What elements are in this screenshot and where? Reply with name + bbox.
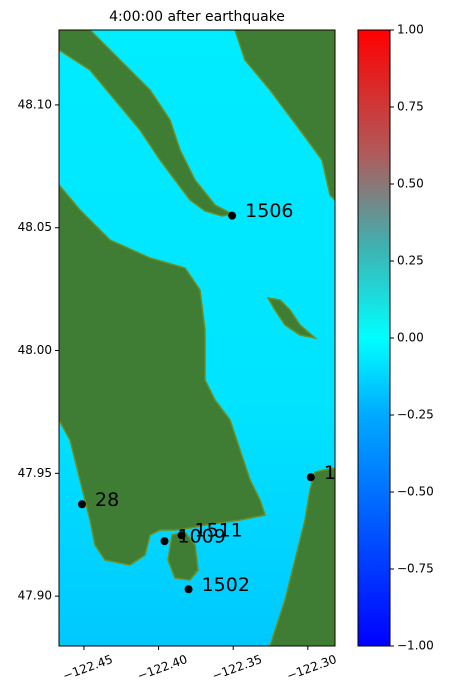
- x-tick-label: −122.45: [61, 652, 115, 683]
- x-tick-label: −122.35: [210, 652, 264, 683]
- land: [167, 531, 199, 581]
- y-tick-label: 48.10: [18, 97, 52, 111]
- land: [266, 296, 318, 340]
- x-tick-label: −122.40: [136, 652, 190, 683]
- gauge-point: [306, 473, 315, 482]
- chart-title: 4:00:00 after earthquake: [109, 9, 285, 25]
- gauge-label: 1009: [178, 526, 226, 548]
- colorbar-tick-label: −0.25: [397, 408, 434, 422]
- colorbar-tick-label: 0.50: [397, 177, 424, 191]
- gauge-point: [184, 585, 193, 594]
- gauge-label: 1502: [202, 574, 250, 596]
- y-tick-label: 48.05: [18, 220, 52, 234]
- colorbar-tick-label: −0.50: [397, 485, 434, 499]
- gauge-label: 1506: [245, 200, 293, 222]
- gauge-point: [177, 531, 186, 540]
- x-tick-label: −122.30: [285, 652, 339, 683]
- gauge-point: [228, 211, 237, 220]
- y-tick-label: 47.95: [18, 466, 52, 480]
- land: [234, 30, 335, 202]
- gauge-label: 28: [95, 489, 119, 511]
- colorbar-tick-label: 0.25: [397, 254, 424, 268]
- colorbar: [357, 29, 391, 647]
- colorbar-tick-label: 0.00: [397, 331, 424, 345]
- axes-frame: [58, 29, 336, 647]
- gauge-point: [160, 537, 169, 546]
- gauge-label: 1511: [195, 520, 243, 542]
- colorbar-tick-label: 1.00: [397, 23, 424, 37]
- y-tick-label: 47.90: [18, 589, 52, 603]
- colorbar-tick-label: 0.75: [397, 100, 424, 114]
- y-tick-label: 48.00: [18, 343, 52, 357]
- land: [59, 183, 266, 566]
- colorbar-tick-label: −0.75: [397, 562, 434, 576]
- land: [59, 30, 235, 217]
- colorbar-tick-label: −1.00: [397, 639, 434, 653]
- gauge-label: 101: [324, 462, 360, 484]
- gauge-point: [77, 500, 86, 509]
